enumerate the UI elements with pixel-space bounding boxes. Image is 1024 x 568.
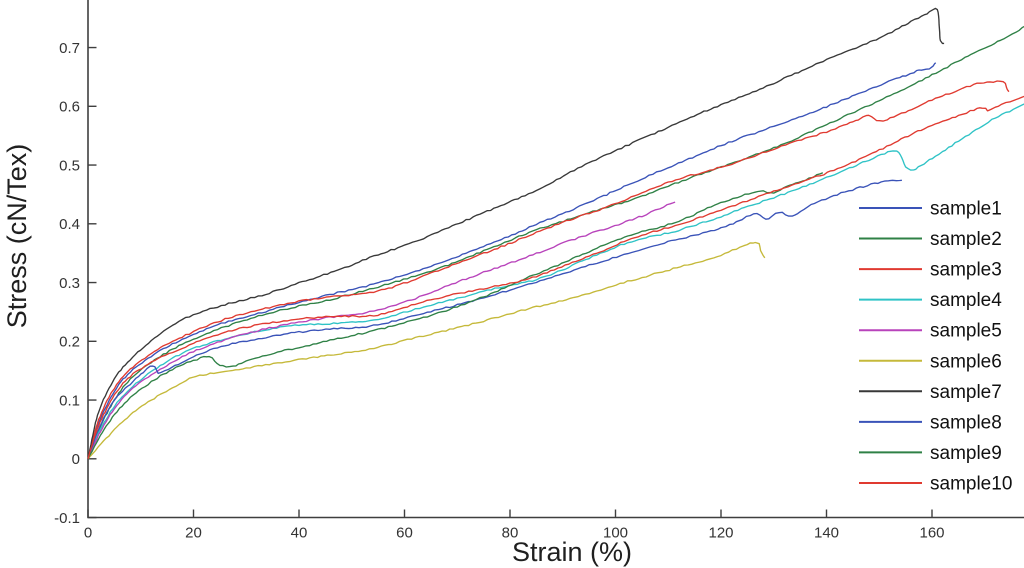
series-line-sample7	[87, 7, 945, 459]
legend-item-sample2: sample2	[859, 229, 1002, 250]
x-tick-label: 0	[84, 525, 92, 542]
y-tick-label: -0.1	[54, 510, 80, 527]
legend-label-sample9: sample9	[930, 443, 1002, 464]
y-tick-label: 0.2	[59, 334, 80, 351]
legend-label-sample6: sample6	[930, 351, 1002, 372]
x-tick-label: 20	[185, 525, 202, 542]
legend-item-sample6: sample6	[859, 351, 1002, 372]
legend-item-sample3: sample3	[859, 260, 1002, 281]
y-tick-label: 0.1	[59, 392, 80, 409]
x-tick-label: 60	[396, 525, 413, 542]
legend-item-sample10: sample10	[859, 473, 1012, 494]
y-tick-label: 0.3	[59, 275, 80, 292]
axes: 0 20 40 60 80 100 120 140 160-0.100.10.20.30.40.…	[54, 0, 1024, 542]
x-tick-label: 80	[502, 525, 519, 542]
y-tick-label: 0.7	[59, 40, 80, 57]
x-tick-label: 100	[603, 525, 628, 542]
series-line-sample5	[87, 201, 676, 460]
y-tick-label: 0.6	[59, 99, 80, 116]
legend-item-sample4: sample4	[859, 290, 1002, 311]
y-tick-label: 0	[72, 451, 80, 468]
axis-lines	[87, 0, 1024, 519]
legend-item-sample5: sample5	[859, 321, 1002, 342]
legend-label-sample4: sample4	[930, 290, 1002, 311]
series-line-sample2	[87, 25, 1024, 460]
legend-item-sample7: sample7	[859, 382, 1002, 403]
series-line-sample1	[87, 62, 937, 459]
y-tick-label: 0.4	[59, 216, 80, 233]
legend-label-sample1: sample1	[930, 199, 1002, 220]
series-line-sample3	[87, 80, 1010, 459]
legend-label-sample8: sample8	[930, 412, 1002, 433]
x-tick-label: 160	[919, 525, 944, 542]
x-axis-label: Strain (%)	[512, 537, 632, 567]
legend-label-sample7: sample7	[930, 382, 1002, 403]
x-tick-label: 40	[291, 525, 308, 542]
x-tick-label: 120	[708, 525, 733, 542]
series-line-sample10	[87, 95, 1024, 460]
y-axis-label: Stress (cN/Tex)	[2, 144, 32, 329]
legend-label-sample2: sample2	[930, 229, 1002, 250]
series-line-sample8	[87, 179, 902, 460]
series-line-sample4	[87, 103, 1024, 460]
legend-label-sample10: sample10	[930, 473, 1012, 494]
y-tick-label: 0.5	[59, 157, 80, 174]
legend-label-sample3: sample3	[930, 260, 1002, 281]
series-lines	[87, 7, 1024, 460]
legend-label-sample5: sample5	[930, 321, 1002, 342]
legend-item-sample1: sample1	[859, 199, 1002, 220]
legend: sample1 sample2 sample3 sample4 sample5 sampl…	[859, 199, 1012, 494]
legend-item-sample8: sample8	[859, 412, 1002, 433]
legend-item-sample9: sample9	[859, 443, 1002, 464]
series-line-sample6	[87, 241, 766, 460]
series-line-sample9	[87, 172, 824, 460]
x-tick-label: 140	[814, 525, 839, 542]
